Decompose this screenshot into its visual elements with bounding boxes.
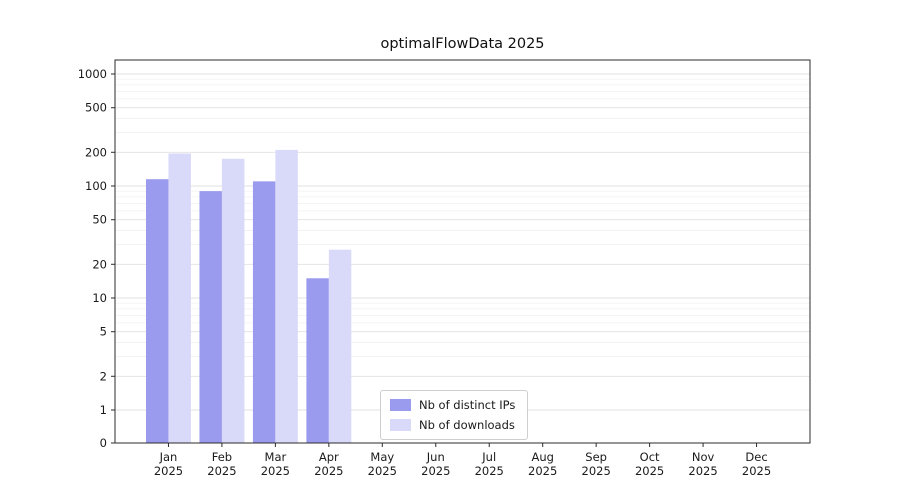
chart-title: optimalFlowData 2025 <box>380 36 545 52</box>
legend-label-distinct-ips: Nb of distinct IPs <box>419 398 516 412</box>
x-tick-label-month: May <box>370 450 394 464</box>
x-tick-label-year: 2025 <box>207 464 236 478</box>
y-tick-label: 500 <box>85 101 107 115</box>
legend-item-distinct-ips: Nb of distinct IPs <box>390 398 515 412</box>
y-tick-label: 0 <box>100 436 107 450</box>
x-tick-label-year: 2025 <box>368 464 397 478</box>
x-tick-label-month: Sep <box>585 450 607 464</box>
x-tick-label-year: 2025 <box>635 464 664 478</box>
y-tick-label: 1000 <box>78 67 107 81</box>
y-tick-label: 10 <box>92 291 107 305</box>
x-tick-label-month: Apr <box>319 450 339 464</box>
bar-distinct-ips-feb <box>199 191 222 443</box>
bar-downloads-feb <box>221 158 245 444</box>
y-tick-label: 5 <box>100 325 107 339</box>
bar-distinct-ips-apr <box>306 278 329 443</box>
axes-box <box>114 59 811 444</box>
x-tick-label-year: 2025 <box>314 464 343 478</box>
bar-downloads-jan <box>168 153 191 444</box>
x-tick-label-year: 2025 <box>528 464 557 478</box>
x-tick-label-month: Jul <box>481 450 496 464</box>
legend: Nb of distinct IPs Nb of downloads <box>380 390 529 440</box>
bar-downloads-apr <box>328 249 352 443</box>
x-tick-label-month: Nov <box>692 450 715 464</box>
x-tick-label-year: 2025 <box>688 464 717 478</box>
x-tick-label-year: 2025 <box>154 464 183 478</box>
bar-distinct-ips-mar <box>252 181 276 443</box>
bar-distinct-ips-jan <box>146 179 169 443</box>
legend-label-downloads: Nb of downloads <box>419 418 515 432</box>
legend-swatch-distinct-ips <box>390 399 411 411</box>
x-tick-label-month: Aug <box>531 450 553 464</box>
x-tick-label-month: Mar <box>265 450 287 464</box>
y-tick-label: 20 <box>92 257 107 271</box>
x-tick-label-month: Jun <box>426 450 445 464</box>
x-tick-label-month: Jan <box>159 450 178 464</box>
x-tick-label-year: 2025 <box>742 464 771 478</box>
x-tick-label-year: 2025 <box>261 464 290 478</box>
legend-swatch-downloads <box>390 419 411 431</box>
x-tick-label-year: 2025 <box>421 464 450 478</box>
legend-item-downloads: Nb of downloads <box>390 418 515 432</box>
x-tick-label-month: Oct <box>640 450 660 464</box>
y-tick-label: 100 <box>85 179 107 193</box>
y-tick-label: 1 <box>100 403 107 417</box>
x-tick-label-month: Feb <box>212 450 232 464</box>
y-tick-label: 50 <box>92 213 107 227</box>
x-tick-label-year: 2025 <box>475 464 504 478</box>
x-tick-label-month: Dec <box>745 450 767 464</box>
y-tick-label: 200 <box>85 145 107 159</box>
y-tick-label: 2 <box>100 369 107 383</box>
x-tick-label-year: 2025 <box>582 464 611 478</box>
bar-downloads-mar <box>275 149 298 443</box>
